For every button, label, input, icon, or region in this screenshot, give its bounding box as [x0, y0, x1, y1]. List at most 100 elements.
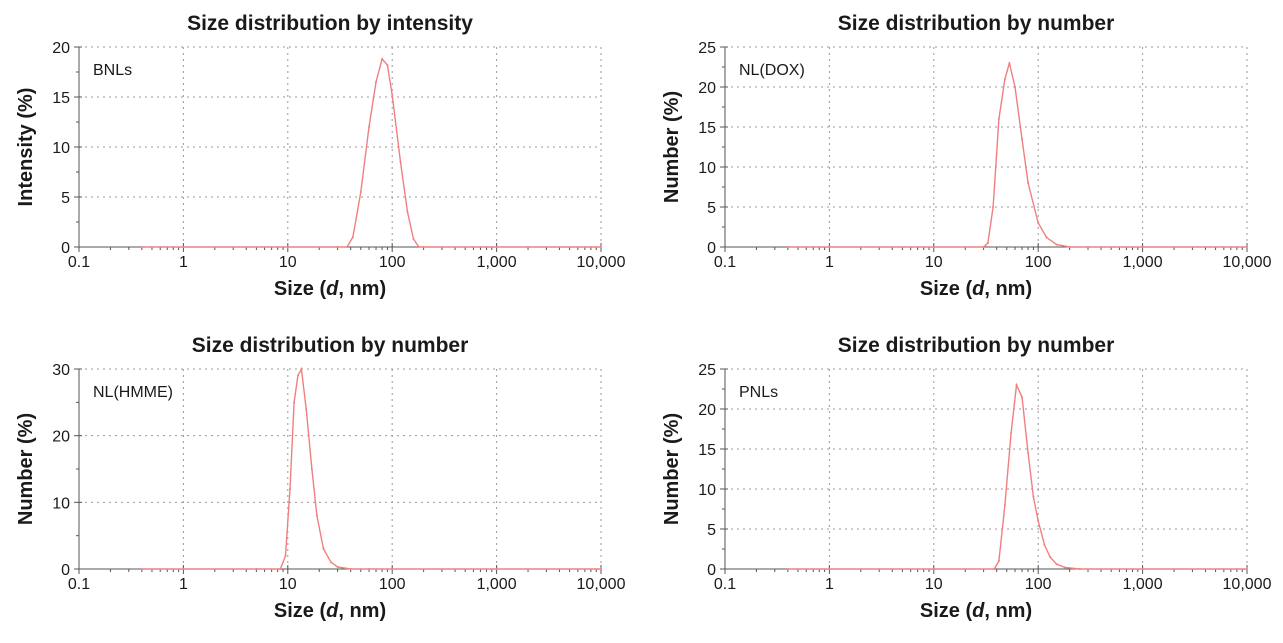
sample-label: NL(HMME) — [93, 384, 173, 401]
y-tick-label: 5 — [61, 190, 70, 207]
data-point — [828, 246, 831, 248]
data-point — [422, 246, 425, 248]
sample-label: BNLs — [93, 62, 132, 79]
x-tick-label: 10,000 — [1223, 576, 1272, 593]
data-point — [1003, 78, 1006, 80]
y-axis-label: Number (%) — [661, 413, 683, 525]
gridlines — [79, 46, 602, 247]
y-axis-label: Number (%) — [15, 413, 37, 525]
y-tick-label: 5 — [707, 522, 716, 539]
data-point — [305, 408, 308, 410]
data-point — [336, 246, 339, 248]
x-tick-label: 1,000 — [477, 576, 517, 593]
data-point — [1078, 568, 1081, 570]
chart-title: Size distribution by number — [192, 334, 469, 357]
data-point — [1049, 556, 1052, 558]
x-axis-label: Size (d, nm) — [920, 278, 1032, 300]
data-point — [992, 206, 995, 208]
x-tick-label: 0.1 — [714, 254, 736, 271]
data-points — [140, 58, 602, 248]
x-tick-label: 10 — [279, 576, 297, 593]
data-point — [279, 568, 282, 570]
data-point — [349, 568, 352, 570]
data-points — [786, 384, 1248, 570]
data-point — [359, 191, 362, 193]
data-point — [386, 64, 389, 66]
data-points — [786, 62, 1248, 248]
data-point — [1015, 384, 1018, 386]
chart-title: Size distribution by number — [838, 12, 1115, 35]
data-point — [391, 94, 394, 96]
y-axis-label: Intensity (%) — [15, 88, 37, 207]
data-point — [1141, 246, 1144, 248]
distribution-line — [787, 62, 1247, 248]
data-point — [828, 568, 831, 570]
y-axis-label: Number (%) — [661, 91, 683, 203]
chart-panel-intensity-bnls: Size distribution by intensity 0.1 1 10 100 1… — [0, 0, 641, 321]
x-tick-label: 1,000 — [477, 254, 517, 271]
x-axis-label: Size (d, nm) — [274, 600, 386, 622]
y-tick-label: 20 — [52, 429, 70, 446]
chart-panel-number-nl-dox: Size distribution by number 0.1 1 10 100 1,00… — [646, 0, 1283, 321]
sample-label: PNLs — [739, 384, 778, 401]
y-tick-label: 10 — [52, 140, 70, 157]
data-points — [140, 368, 602, 570]
y-tick-label: 30 — [52, 362, 70, 379]
data-point — [310, 468, 313, 470]
data-point — [1063, 566, 1066, 569]
data-point — [322, 548, 325, 550]
data-point — [1008, 62, 1011, 64]
x-tick-label: 10 — [925, 254, 943, 271]
y-tick-label: 0 — [707, 240, 716, 257]
distribution-line — [141, 366, 601, 570]
data-point — [1021, 138, 1024, 140]
data-point — [1003, 504, 1006, 506]
data-point — [399, 161, 402, 163]
x-tick-label: 10 — [279, 254, 297, 271]
y-tick-label: 20 — [698, 80, 716, 97]
x-tick-label: 100 — [379, 254, 406, 271]
data-point — [1027, 182, 1030, 184]
data-point — [346, 246, 349, 248]
y-tick-label: 10 — [698, 482, 716, 499]
data-point — [997, 118, 1000, 120]
data-point — [391, 568, 394, 570]
data-point — [1246, 246, 1248, 248]
x-tick-label: 1 — [825, 576, 834, 593]
data-point — [368, 126, 371, 128]
x-tick-label: 1,000 — [1123, 254, 1163, 271]
data-point — [182, 246, 185, 248]
data-point — [932, 568, 935, 570]
chart-title: Size distribution by number — [838, 334, 1115, 357]
data-point — [293, 401, 296, 404]
chart-panel-number-nl-hmme: Size distribution by number 0.1 1 10 100 1,00… — [0, 322, 641, 643]
data-point — [296, 374, 299, 377]
y-tick-label: 0 — [707, 562, 716, 579]
data-point — [997, 560, 1000, 562]
data-point — [1055, 563, 1058, 566]
data-point — [368, 568, 371, 570]
x-tick-label: 10 — [925, 576, 943, 593]
data-point — [1045, 236, 1048, 239]
data-point — [140, 246, 143, 248]
data-point — [182, 568, 185, 570]
x-tick-label: 1 — [825, 254, 834, 271]
x-tick-label: 1 — [179, 576, 188, 593]
data-point — [1141, 568, 1144, 570]
data-point — [932, 246, 935, 248]
y-tick-label: 25 — [698, 40, 716, 57]
data-point — [993, 568, 996, 570]
data-point — [1037, 222, 1040, 224]
y-tick-label: 15 — [52, 90, 70, 107]
data-point — [1014, 86, 1017, 88]
y-tick-label: 15 — [698, 120, 716, 137]
x-tick-label: 1 — [179, 254, 188, 271]
x-tick-label: 0.1 — [714, 576, 736, 593]
x-tick-label: 0.1 — [68, 254, 90, 271]
data-point — [315, 514, 318, 517]
x-tick-label: 1,000 — [1123, 576, 1163, 593]
data-point — [1055, 243, 1058, 246]
distribution-line — [787, 382, 1247, 570]
x-tick-label: 0.1 — [68, 576, 90, 593]
x-axis-label: Size (d, nm) — [920, 600, 1032, 622]
